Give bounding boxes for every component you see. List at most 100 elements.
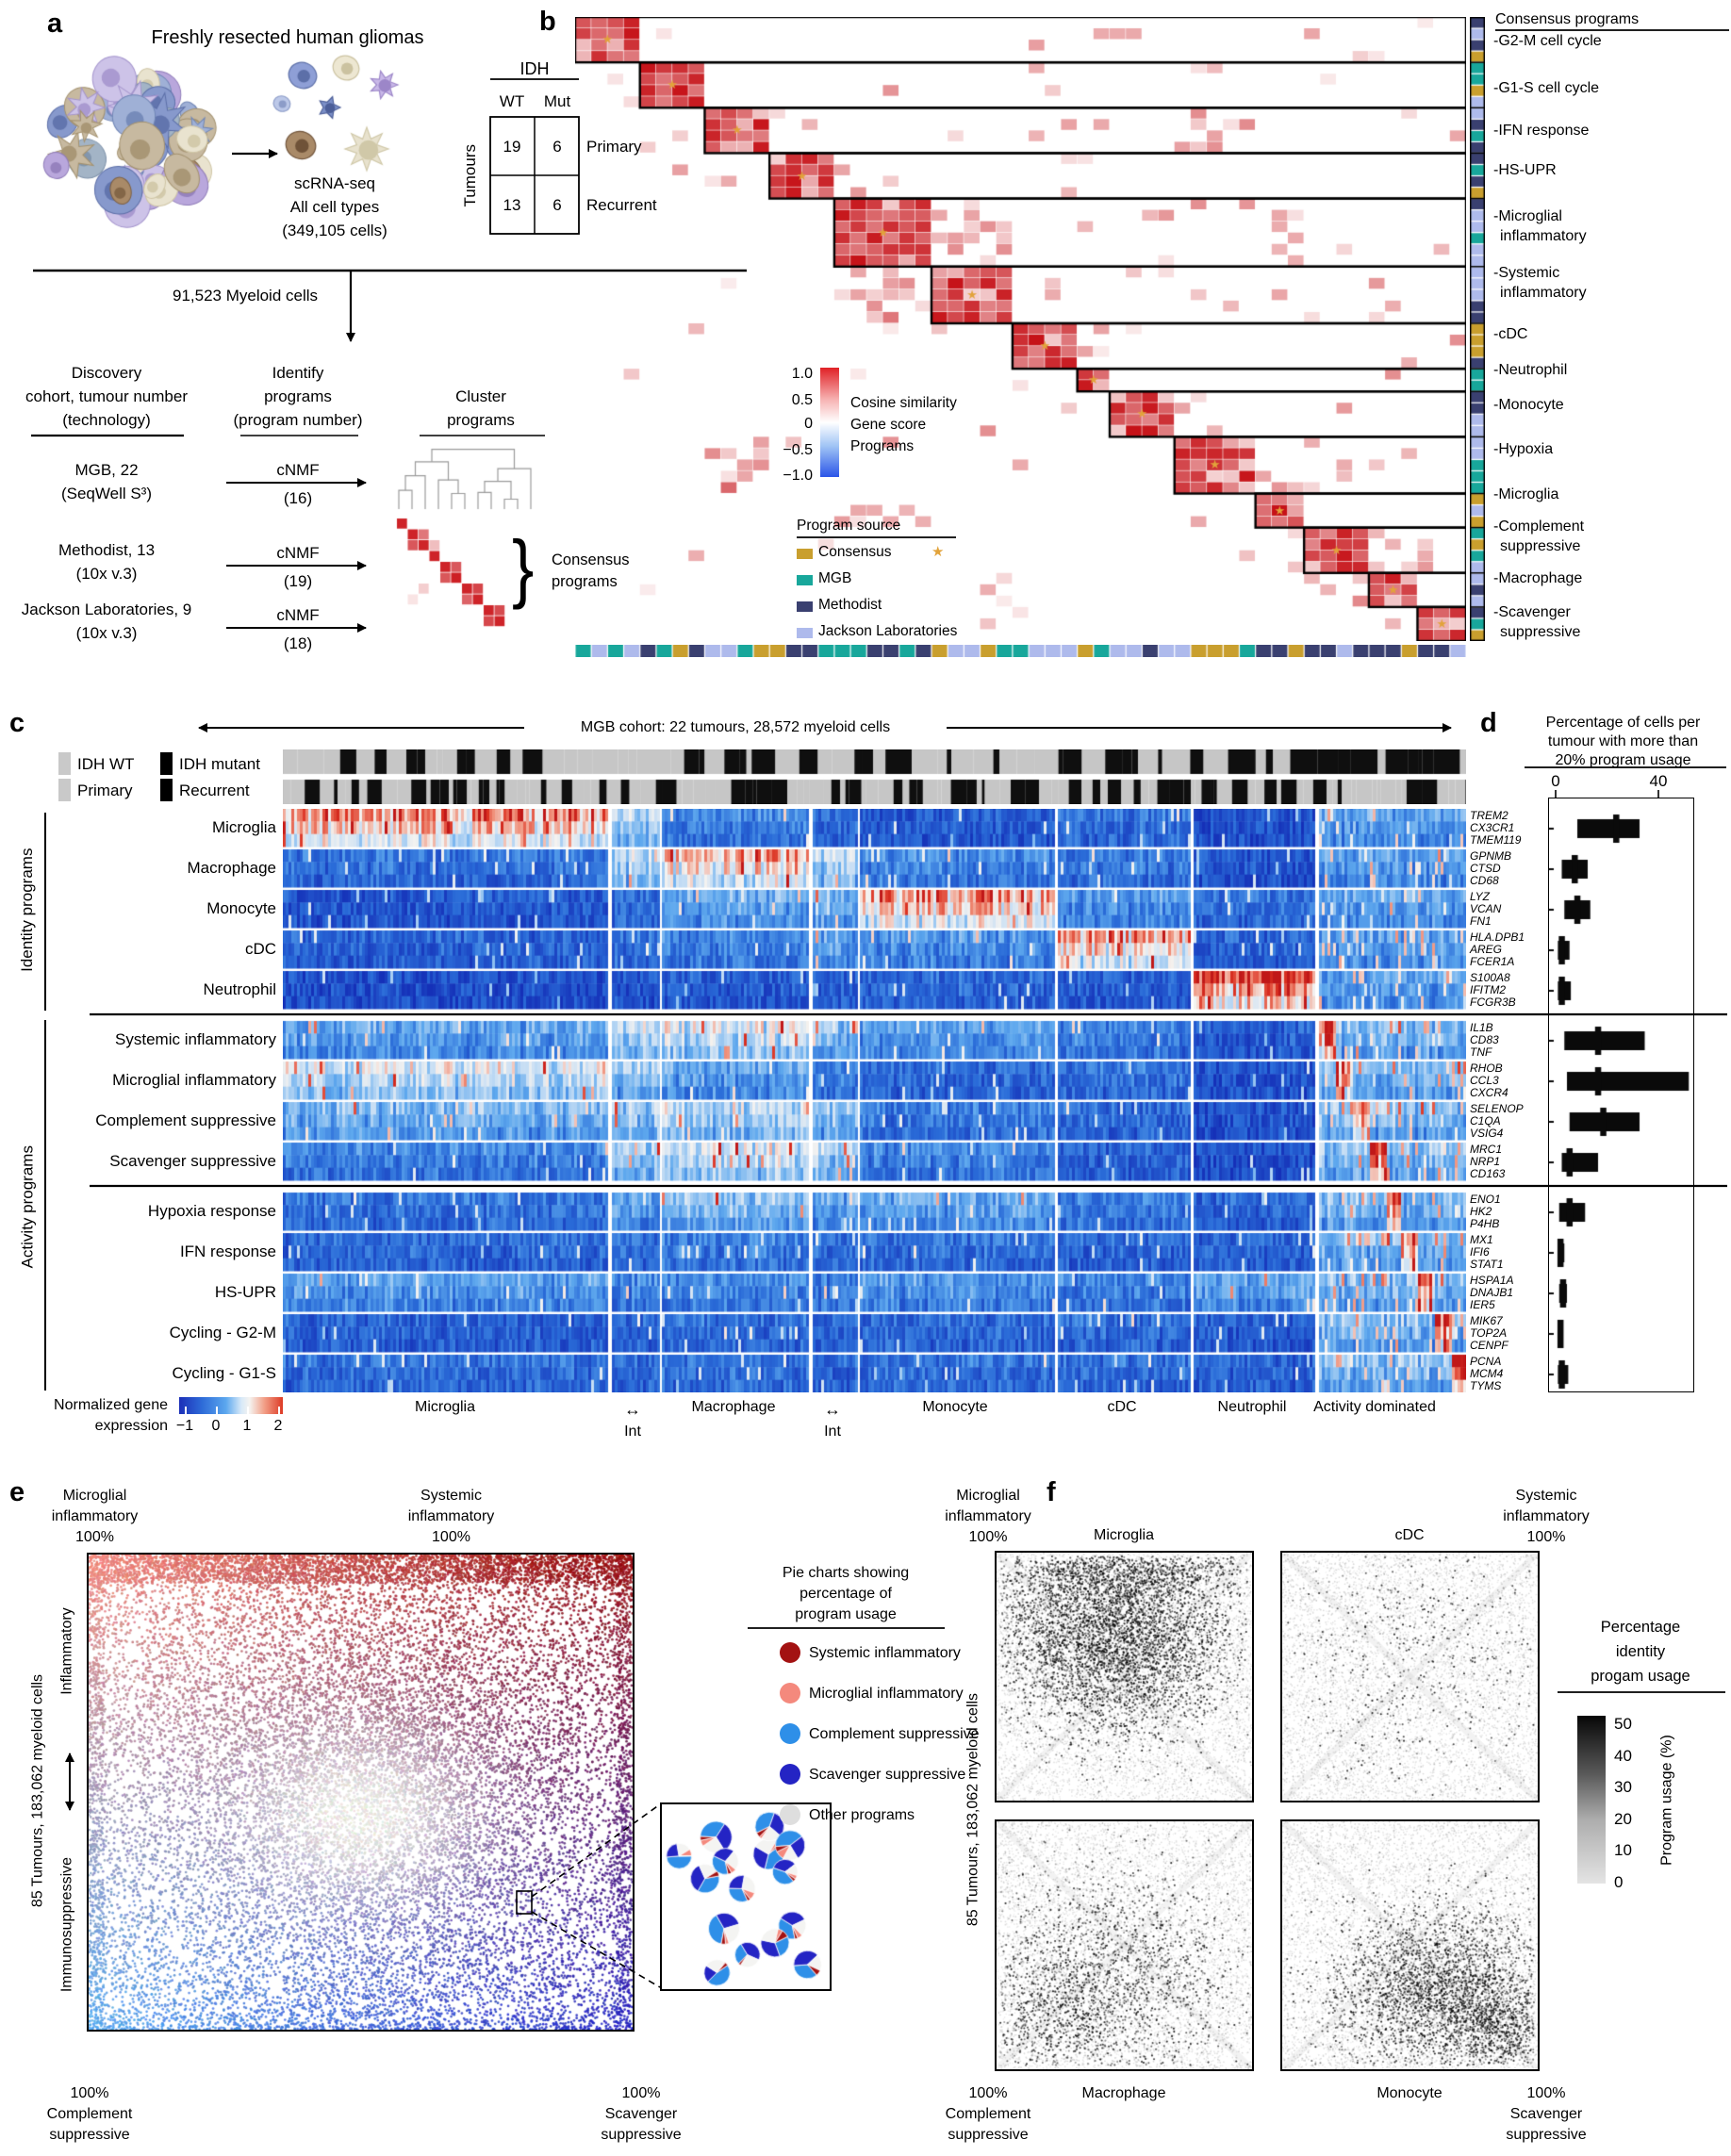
e-tl-2: inflammatory [51, 1508, 139, 1524]
expr-tickmark-1 [216, 1407, 218, 1414]
gene-label-8-1: NRP1 [1470, 1155, 1501, 1168]
source-swatch-3 [797, 628, 813, 638]
gene-label-6-0: RHOB [1470, 1062, 1503, 1075]
c-col-label-6: Neutrophil [1217, 1399, 1287, 1415]
gene-label-9-2: P4HB [1470, 1217, 1500, 1230]
panel-b-label: b [539, 7, 556, 37]
status-label-1: IDH mutant [179, 755, 260, 773]
cosine-tick-1: 0.5 [791, 392, 813, 408]
source-label-2: Methodist [818, 597, 882, 613]
e-tl-3: 100% [75, 1529, 114, 1545]
cosine-similarity-heatmap [575, 17, 1466, 641]
e-cells-label: 85 Tumours, 183,062 myeloid cells [29, 1673, 46, 1908]
c-row-label-8: Scavenger suppressive [109, 1152, 276, 1170]
status-swatch-2 [58, 779, 71, 801]
e-legend-dot-4 [780, 1804, 800, 1825]
microglia-usage-scatter [995, 1551, 1254, 1802]
gene-label-5-2: TNF [1470, 1045, 1492, 1059]
d-axis-40: 40 [1649, 772, 1668, 790]
status-label-2: Primary [77, 782, 133, 799]
cohort-2-name: Methodist, 13 [58, 541, 156, 559]
f-cb-title-2: identity [1615, 1643, 1666, 1660]
f-tr-2: inflammatory [1503, 1508, 1590, 1524]
f-br-1: 100% [1526, 2085, 1566, 2101]
gene-label-11-1: DNAJB1 [1470, 1286, 1514, 1299]
cosine-tick-3: −0.5 [783, 442, 813, 458]
idh-wt-col: WT [499, 92, 525, 110]
cohort-2-tech: (10x v.3) [75, 565, 138, 583]
e-legend-label-1: Microglial inflammatory [809, 1686, 964, 1702]
gene-label-0-2: TMEM119 [1470, 833, 1522, 847]
cosine-legend-3: Programs [850, 438, 915, 454]
expr-tick-3: 2 [273, 1418, 283, 1434]
e-bl-1: 100% [70, 2085, 109, 2101]
table-row-recurrent: Recurrent [586, 196, 657, 214]
discovery-header-2: cohort, tumour number [25, 387, 188, 405]
e-legend-label-2: Complement suppressive [809, 1726, 980, 1742]
table-row-primary: Primary [586, 138, 642, 156]
b-program-8: -Monocyte [1493, 397, 1564, 413]
c-col-label-2: Macrophage [691, 1399, 776, 1415]
gene-label-9-0: ENO1 [1470, 1193, 1501, 1206]
panel-c-label: c [9, 708, 25, 738]
program-source-row-strip [1470, 17, 1485, 641]
c-row-label-2: Monocyte [206, 899, 276, 917]
scrna-line-3: (349,105 cells) [282, 222, 387, 239]
cohort-3-method: cNMF [276, 606, 320, 624]
b-program-10: -Microglia [1493, 486, 1559, 502]
e-tr-3: 100% [432, 1529, 470, 1545]
f-tr-3: 100% [1526, 1529, 1566, 1545]
source-label-3: Jackson Laboratories [818, 623, 958, 639]
f-cb-title-1: Percentage [1600, 1619, 1681, 1636]
cluster-header-2: programs [447, 411, 515, 429]
gene-label-1-2: CD68 [1470, 874, 1499, 887]
b-program-5: -Systemic inflammatory [1493, 265, 1587, 302]
panel-d-title-2: tumour with more than [1547, 733, 1699, 749]
program-source-column-strip [575, 645, 1466, 657]
f-tr-1: Systemic [1515, 1488, 1577, 1504]
f-plot-title-macrophage: Macrophage [1081, 2085, 1166, 2101]
consensus-label-2: programs [552, 573, 618, 590]
panel-c-title: MGB cohort: 22 tumours, 28,572 myeloid c… [580, 719, 891, 735]
b-program-12: -Macrophage [1493, 570, 1583, 586]
panel-f-label: f [1047, 1477, 1056, 1507]
e-legend-label-4: Other programs [809, 1807, 915, 1823]
gene-label-7-2: VSIG4 [1470, 1127, 1504, 1140]
e-legend-dot-0 [780, 1642, 800, 1663]
cohort-1-method: cNMF [276, 461, 320, 479]
source-label-1: MGB [818, 570, 852, 586]
identify-header-3: (program number) [233, 411, 363, 429]
f-cb-tick-3: 20 [1614, 1810, 1632, 1828]
f-cells-label: 85 Tumours, 183,062 myeloid cells [964, 1692, 981, 1927]
panel-a-title: Freshly resected human gliomas [151, 27, 424, 48]
gene-label-10-2: STAT1 [1470, 1258, 1504, 1271]
e-tr-1: Systemic [420, 1488, 482, 1504]
identify-header-1: Identify [272, 364, 324, 382]
program-source-title: Program source [797, 518, 901, 534]
consensus-label-1: Consensus [552, 551, 630, 568]
gene-label-2-1: VCAN [1470, 902, 1502, 915]
gene-label-12-1: TOP2A [1470, 1326, 1508, 1340]
gene-label-10-1: IFI6 [1470, 1245, 1490, 1259]
c-col-label-int: Int [824, 1424, 841, 1440]
gene-label-12-0: MIK67 [1470, 1314, 1503, 1327]
c-row-label-12: Cycling - G2-M [169, 1324, 276, 1341]
status-swatch-3 [160, 779, 173, 801]
cosine-legend-1: Cosine similarity [850, 395, 957, 411]
b-program-7: -Neutrophil [1493, 362, 1568, 378]
f-bl-2: Complement [945, 2106, 1031, 2122]
cohort-3-tech: (10x v.3) [75, 624, 138, 642]
pie-chart-inset [660, 1802, 832, 1991]
identify-header-2: programs [264, 387, 332, 405]
panel-d-label: d [1480, 708, 1497, 738]
c-col-label-int: Int [624, 1424, 641, 1440]
f-tl-1: Microglial [956, 1488, 1020, 1504]
c-row-label-4: Neutrophil [203, 980, 277, 998]
gene-label-5-0: IL1B [1470, 1021, 1493, 1034]
gene-label-6-1: CCL3 [1470, 1074, 1499, 1087]
e-tr-2: inflammatory [407, 1508, 495, 1524]
f-cb-tick-5: 0 [1614, 1873, 1624, 1891]
e-br-1: 100% [621, 2085, 661, 2101]
f-br-3: suppressive [1506, 2127, 1587, 2143]
gene-label-11-0: HSPA1A [1470, 1274, 1514, 1287]
